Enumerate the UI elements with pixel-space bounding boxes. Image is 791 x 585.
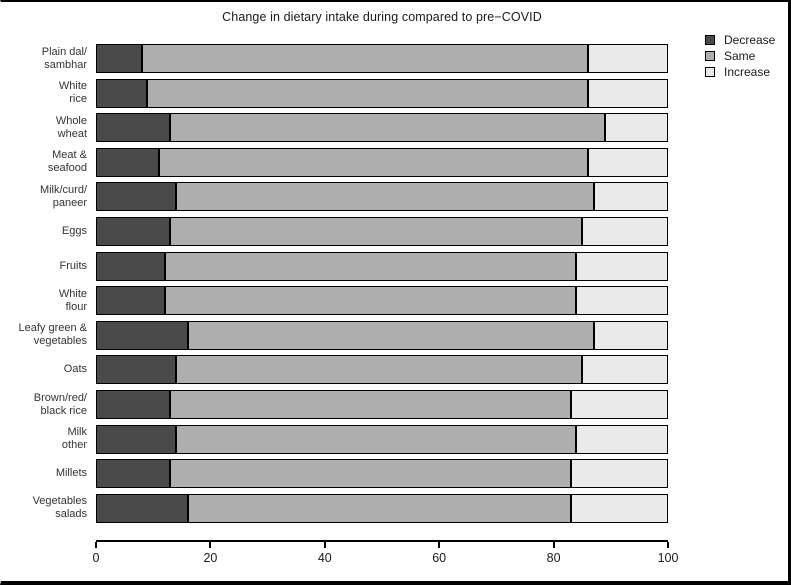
bar-segment-same [170,113,606,143]
x-axis-tick: 100 [658,542,678,565]
legend: Decrease Same Increase [705,33,776,79]
bar-segment-same [176,355,583,385]
bar-segment-increase [582,217,668,247]
bar-row-13 [96,459,668,489]
bar-segment-increase [570,390,668,420]
category-label: Oats [63,363,87,376]
bar-segment-increase [570,459,668,489]
x-axis-tick: 20 [203,542,217,565]
bar-segment-increase [587,78,668,108]
category-label: White rice [58,80,87,106]
bar-row-12 [96,424,668,454]
bar-segment-increase [576,286,668,316]
category-label: Vegetables salads [32,495,87,521]
bar-segment-decrease [96,182,177,212]
x-axis-tick: 60 [432,542,446,565]
bar-row-1 [96,44,668,73]
bar-segment-increase [593,182,668,212]
bar-segment-increase [576,424,668,454]
legend-swatch-icon [705,51,715,61]
bar-row-10 [96,355,668,385]
bar-segment-decrease [96,44,142,73]
bar-segment-decrease [96,217,171,247]
bar-segment-decrease [96,147,159,177]
bar-segment-same [164,286,577,316]
bar-segment-same [147,78,588,108]
category-label: Plain dal/ sambhar [41,45,87,71]
category-label: Milk other [61,426,87,452]
bar-segment-decrease [96,320,188,350]
bar-segment-same [187,320,594,350]
legend-label: Same [724,49,756,63]
category-labels: Plain dal/ sambhar White rice Whole wheat M… [1,44,88,523]
bar-segment-decrease [96,424,177,454]
legend-label: Increase [724,65,771,79]
bar-row-9 [96,320,668,350]
category-label: Whole wheat [55,114,87,140]
bar-segment-same [158,147,588,177]
bar-segment-same [170,390,571,420]
category-label: Brown/red/ black rice [33,391,87,417]
bar-segment-increase [570,493,668,523]
x-axis-tick-label: 40 [317,551,332,565]
x-axis-tick-label: 60 [432,551,447,565]
bar-row-6 [96,217,668,247]
x-axis: 0 20 40 60 80 100 [93,540,678,565]
category-label: Fruits [59,259,88,272]
category-label: Leafy green & vegetables [18,322,88,348]
bar-segment-same [176,182,594,212]
x-axis-tick-label: 20 [203,551,218,565]
legend-label: Decrease [724,33,776,47]
bar-row-5 [96,182,668,212]
x-axis-tick-label: 80 [546,551,561,565]
category-label: White flour [58,287,87,313]
legend-item-decrease: Decrease [705,33,776,47]
bar-row-3 [96,113,668,143]
x-axis-tick: 0 [93,542,99,565]
category-label: Meat & seafood [47,149,87,175]
x-axis-tick-label: 100 [657,551,679,565]
bar-segment-same [170,459,571,489]
bar-segment-increase [605,113,668,143]
bar-row-11 [96,390,668,420]
x-axis-tick: 40 [318,542,332,565]
bar-segment-same [176,424,577,454]
bar-segment-decrease [96,251,165,281]
bar-segment-increase [593,320,668,350]
bar-row-14 [96,493,668,523]
bar-row-7 [96,251,668,281]
bar-segment-decrease [96,286,165,316]
chart-title: Change in dietary intake during compared… [222,10,542,24]
category-label: Eggs [61,225,87,238]
bar-segment-decrease [96,459,171,489]
category-label: Millets [55,467,87,480]
bar-segment-same [170,217,583,247]
bar-segment-decrease [96,355,177,385]
legend-item-increase: Increase [705,65,775,79]
bar-segment-increase [582,355,668,385]
bar-segment-decrease [96,493,188,523]
bar-segment-increase [587,44,668,73]
bar-segment-same [164,251,577,281]
bar-segment-increase [576,251,668,281]
legend-swatch-icon [705,35,715,45]
legend-swatch-icon [705,67,715,77]
x-axis-tick-label: 0 [92,551,100,565]
bar-segment-decrease [96,113,171,143]
legend-item-same: Same [705,49,775,63]
bar-segment-same [141,44,588,73]
bar-segment-increase [587,147,668,177]
bar-row-4 [96,147,668,177]
category-label: Milk/curd/ paneer [39,183,87,209]
bar-row-8 [96,286,668,316]
bar-segment-decrease [96,78,148,108]
bar-segment-same [187,493,571,523]
bar-segment-decrease [96,390,171,420]
bar-row-2 [96,78,668,108]
x-axis-tick: 80 [547,542,561,565]
plot-area [96,44,668,523]
